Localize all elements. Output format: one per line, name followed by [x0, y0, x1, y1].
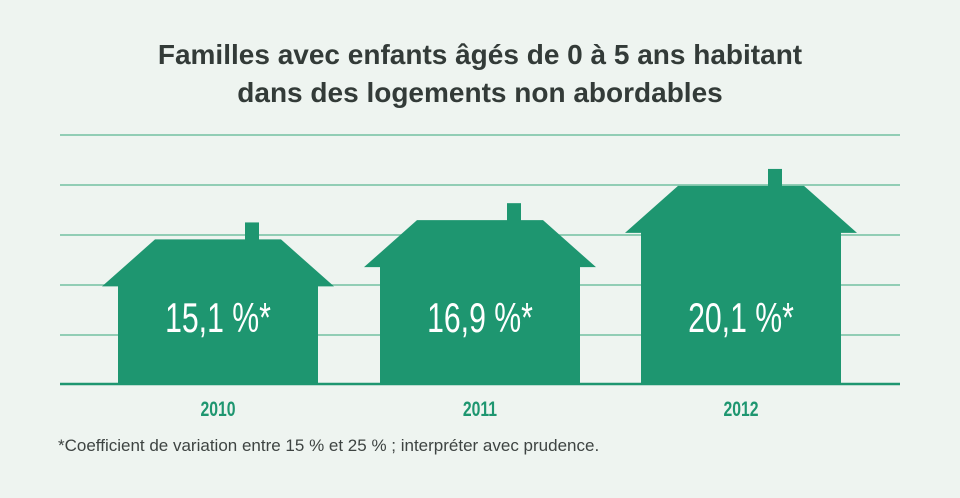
- data-label: 16,9 %*: [427, 294, 533, 341]
- house-chimney: [245, 222, 259, 241]
- house-chimney: [768, 168, 782, 187]
- data-label: 20,1 %*: [688, 294, 794, 341]
- chart-title-line-1: Familles avec enfants âgés de 0 à 5 ans …: [157, 39, 803, 70]
- chart-title-line-2: dans des logements non abordables: [237, 77, 723, 108]
- house-bar-2010: [102, 239, 334, 384]
- x-tick-label: 2011: [463, 397, 497, 421]
- house-chimney: [507, 203, 521, 222]
- data-label: 15,1 %*: [165, 294, 271, 341]
- footnote: *Coefficient de variation entre 15 % et …: [58, 436, 600, 455]
- x-tick-label: 2010: [200, 397, 235, 421]
- x-tick-label: 2012: [723, 397, 758, 421]
- house-bar-2011: [364, 220, 596, 384]
- chart-title: Familles avec enfants âgés de 0 à 5 ans …: [0, 36, 960, 112]
- house-bar-2012: [625, 185, 857, 384]
